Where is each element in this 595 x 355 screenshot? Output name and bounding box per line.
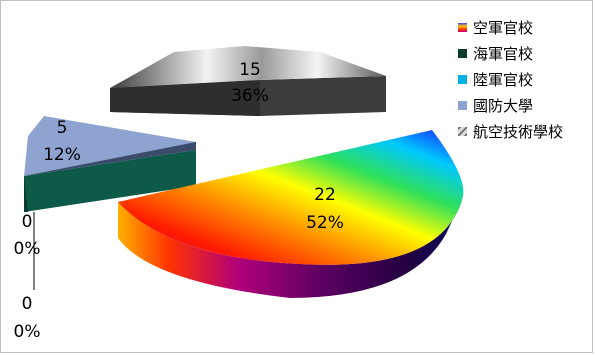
label-navy-percent: 0% (14, 239, 41, 259)
label-army-value: 0 (22, 294, 33, 314)
label-navy-value: 0 (22, 212, 33, 232)
legend-item-military-academy: 陸軍官校 (458, 66, 563, 92)
legend-item-aviation-technical-school: 航空技術學校 (458, 118, 563, 144)
label-aviation-value: 15 (239, 60, 261, 80)
legend: 空軍官校 海軍官校 陸軍官校 國防大學 航空技術學校 (458, 14, 563, 144)
label-airforce-percent: 52% (306, 213, 344, 233)
label-aviation-percent: 36% (231, 86, 269, 106)
legend-item-naval-academy: 海軍官校 (458, 40, 563, 66)
legend-label: 國防大學 (473, 96, 534, 115)
swatch-icon (458, 48, 467, 58)
legend-item-national-defense-university: 國防大學 (458, 92, 563, 118)
label-airforce-value: 22 (314, 185, 336, 205)
legend-label: 航空技術學校 (473, 122, 564, 141)
legend-label: 空軍官校 (473, 18, 534, 37)
label-army-percent: 0% (14, 322, 41, 342)
legend-item-air-force-academy: 空軍官校 (458, 14, 563, 40)
slice-air-force-academy (118, 130, 464, 298)
rainbow-swatch-icon (458, 22, 467, 32)
swatch-icon (458, 74, 467, 84)
label-ndu-percent: 12% (43, 145, 81, 165)
slice-aviation-technical-school (110, 46, 386, 116)
hatched-swatch-icon (458, 126, 467, 136)
label-ndu-value: 5 (57, 118, 68, 138)
legend-label: 海軍官校 (473, 44, 534, 63)
legend-label: 陸軍官校 (473, 70, 534, 89)
swatch-icon (458, 100, 467, 110)
slice-national-defense-university (24, 116, 196, 212)
